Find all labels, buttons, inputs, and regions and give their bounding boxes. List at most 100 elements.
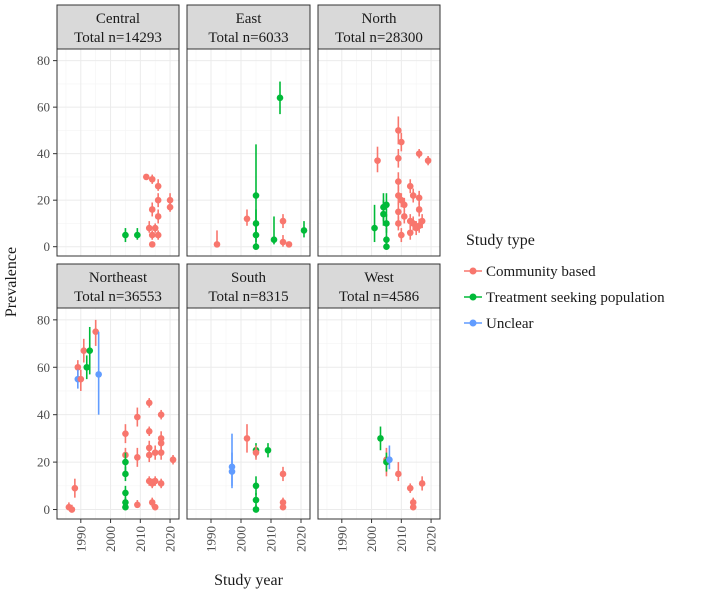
data-point-community-based xyxy=(74,363,82,371)
data-point-community-based xyxy=(148,231,156,239)
data-point-treatment-seeking-population xyxy=(134,231,141,239)
data-point-treatment-seeking-population xyxy=(371,224,378,232)
data-point-treatment-seeking-population xyxy=(122,470,129,478)
strip-west xyxy=(317,263,441,309)
data-point-unclear xyxy=(95,371,102,378)
data-point-community-based xyxy=(395,470,402,478)
strip-south xyxy=(186,263,311,309)
data-point-treatment-seeking-population xyxy=(270,236,278,244)
x-tick-label: 1990 xyxy=(334,526,349,552)
data-point-community-based xyxy=(409,503,417,511)
data-point-treatment-seeking-population xyxy=(300,227,308,234)
strip-total-west: Total n=4586 xyxy=(339,289,420,305)
y-tick-label: 60 xyxy=(37,100,50,115)
x-tick-label: 2010 xyxy=(133,526,148,552)
strip-total-central: Total n=14293 xyxy=(74,30,162,46)
data-point-community-based xyxy=(395,220,402,227)
panel-northeast: Northeast Total n=36553 xyxy=(56,263,180,520)
strip-title-west: West xyxy=(364,270,394,286)
strip-title-south: South xyxy=(231,270,267,286)
y-tick-label: 80 xyxy=(37,312,50,327)
x-tick-label: 2010 xyxy=(394,526,409,552)
legend-label-treatment-seeking-population: Treatment seeking population xyxy=(486,290,665,306)
legend-label-unclear: Unclear xyxy=(486,316,533,332)
strip-total-north: Total n=28300 xyxy=(335,30,423,46)
x-tick-label: 2010 xyxy=(264,526,279,552)
y-axis-title: Prevalence xyxy=(3,247,20,317)
data-point-community-based xyxy=(374,157,381,164)
data-point-community-based xyxy=(154,231,162,239)
panel-border xyxy=(317,48,441,257)
data-point-community-based xyxy=(406,484,414,492)
y-tick-label: 20 xyxy=(37,193,50,208)
panel-border xyxy=(186,48,311,257)
data-point-community-based xyxy=(243,435,251,442)
data-point-community-based xyxy=(134,413,141,421)
panel-background xyxy=(186,48,311,257)
data-point-community-based xyxy=(157,439,165,447)
panel-west: West Total n=4586 xyxy=(317,263,441,520)
data-point-community-based xyxy=(145,427,153,435)
data-point-community-based xyxy=(279,503,287,511)
x-tick-label: 2020 xyxy=(294,526,309,552)
y-tick-label: 60 xyxy=(37,360,50,375)
legend-label-community-based: Community based xyxy=(486,264,596,280)
data-point-unclear xyxy=(386,456,393,464)
data-point-community-based xyxy=(285,241,293,248)
data-point-community-based xyxy=(406,182,414,190)
data-point-treatment-seeking-population xyxy=(252,192,260,199)
x-tick-label: 2000 xyxy=(364,526,379,552)
x-axis-title: Study year xyxy=(214,572,284,589)
panel-border xyxy=(56,48,180,257)
strip-title-north: North xyxy=(362,11,397,27)
x-tick-label: 2020 xyxy=(424,526,439,552)
data-point-community-based xyxy=(151,503,159,511)
data-point-community-based xyxy=(279,217,287,225)
data-point-community-based xyxy=(406,229,414,237)
data-point-treatment-seeking-population xyxy=(252,220,260,227)
strip-east xyxy=(186,4,311,50)
y-tick-label: 40 xyxy=(37,407,50,422)
data-point-community-based xyxy=(134,454,141,461)
data-point-community-based xyxy=(395,208,402,216)
data-point-community-based xyxy=(398,138,405,146)
data-point-treatment-seeking-population xyxy=(122,231,129,239)
data-point-community-based xyxy=(398,231,405,239)
panel-north: North Total n=28300 xyxy=(317,4,441,257)
data-point-treatment-seeking-population xyxy=(122,458,129,466)
x-tick-label: 2000 xyxy=(103,526,118,552)
data-point-community-based xyxy=(122,430,129,437)
panel-east: East Total n=6033 xyxy=(186,4,311,257)
strip-title-east: East xyxy=(236,11,263,27)
data-point-community-based xyxy=(157,449,165,456)
data-point-community-based xyxy=(148,175,156,183)
data-point-treatment-seeking-population xyxy=(252,506,260,513)
data-point-treatment-seeking-population xyxy=(276,94,284,102)
data-point-community-based xyxy=(409,192,417,199)
data-point-community-based xyxy=(148,206,156,213)
data-point-treatment-seeking-population xyxy=(122,489,129,497)
x-tick-label: 1990 xyxy=(204,526,219,552)
data-point-community-based xyxy=(157,480,165,487)
data-point-treatment-seeking-population xyxy=(383,201,390,209)
data-point-community-based xyxy=(169,456,177,464)
y-tick-label: 20 xyxy=(37,455,50,470)
data-point-community-based xyxy=(154,182,162,190)
axes: 0 20 40 60 80 0 20 40 60 80 1990 2000 2010 2020 1990 20… xyxy=(37,53,439,552)
strip-north xyxy=(317,4,441,50)
y-tick-label: 40 xyxy=(37,146,50,161)
data-point-treatment-seeking-population xyxy=(377,435,384,442)
data-point-community-based xyxy=(157,411,165,418)
data-point-community-based xyxy=(92,328,99,336)
data-point-community-based xyxy=(279,470,287,478)
strip-title-northeast: Northeast xyxy=(89,270,148,286)
strip-total-south: Total n=8315 xyxy=(208,289,288,305)
data-point-treatment-seeking-population xyxy=(252,243,260,250)
data-point-community-based xyxy=(395,155,402,162)
panel-border xyxy=(317,307,441,520)
data-point-community-based xyxy=(415,150,423,157)
data-point-community-based xyxy=(148,499,156,506)
strip-northeast xyxy=(56,263,180,309)
data-point-treatment-seeking-population xyxy=(83,363,91,371)
